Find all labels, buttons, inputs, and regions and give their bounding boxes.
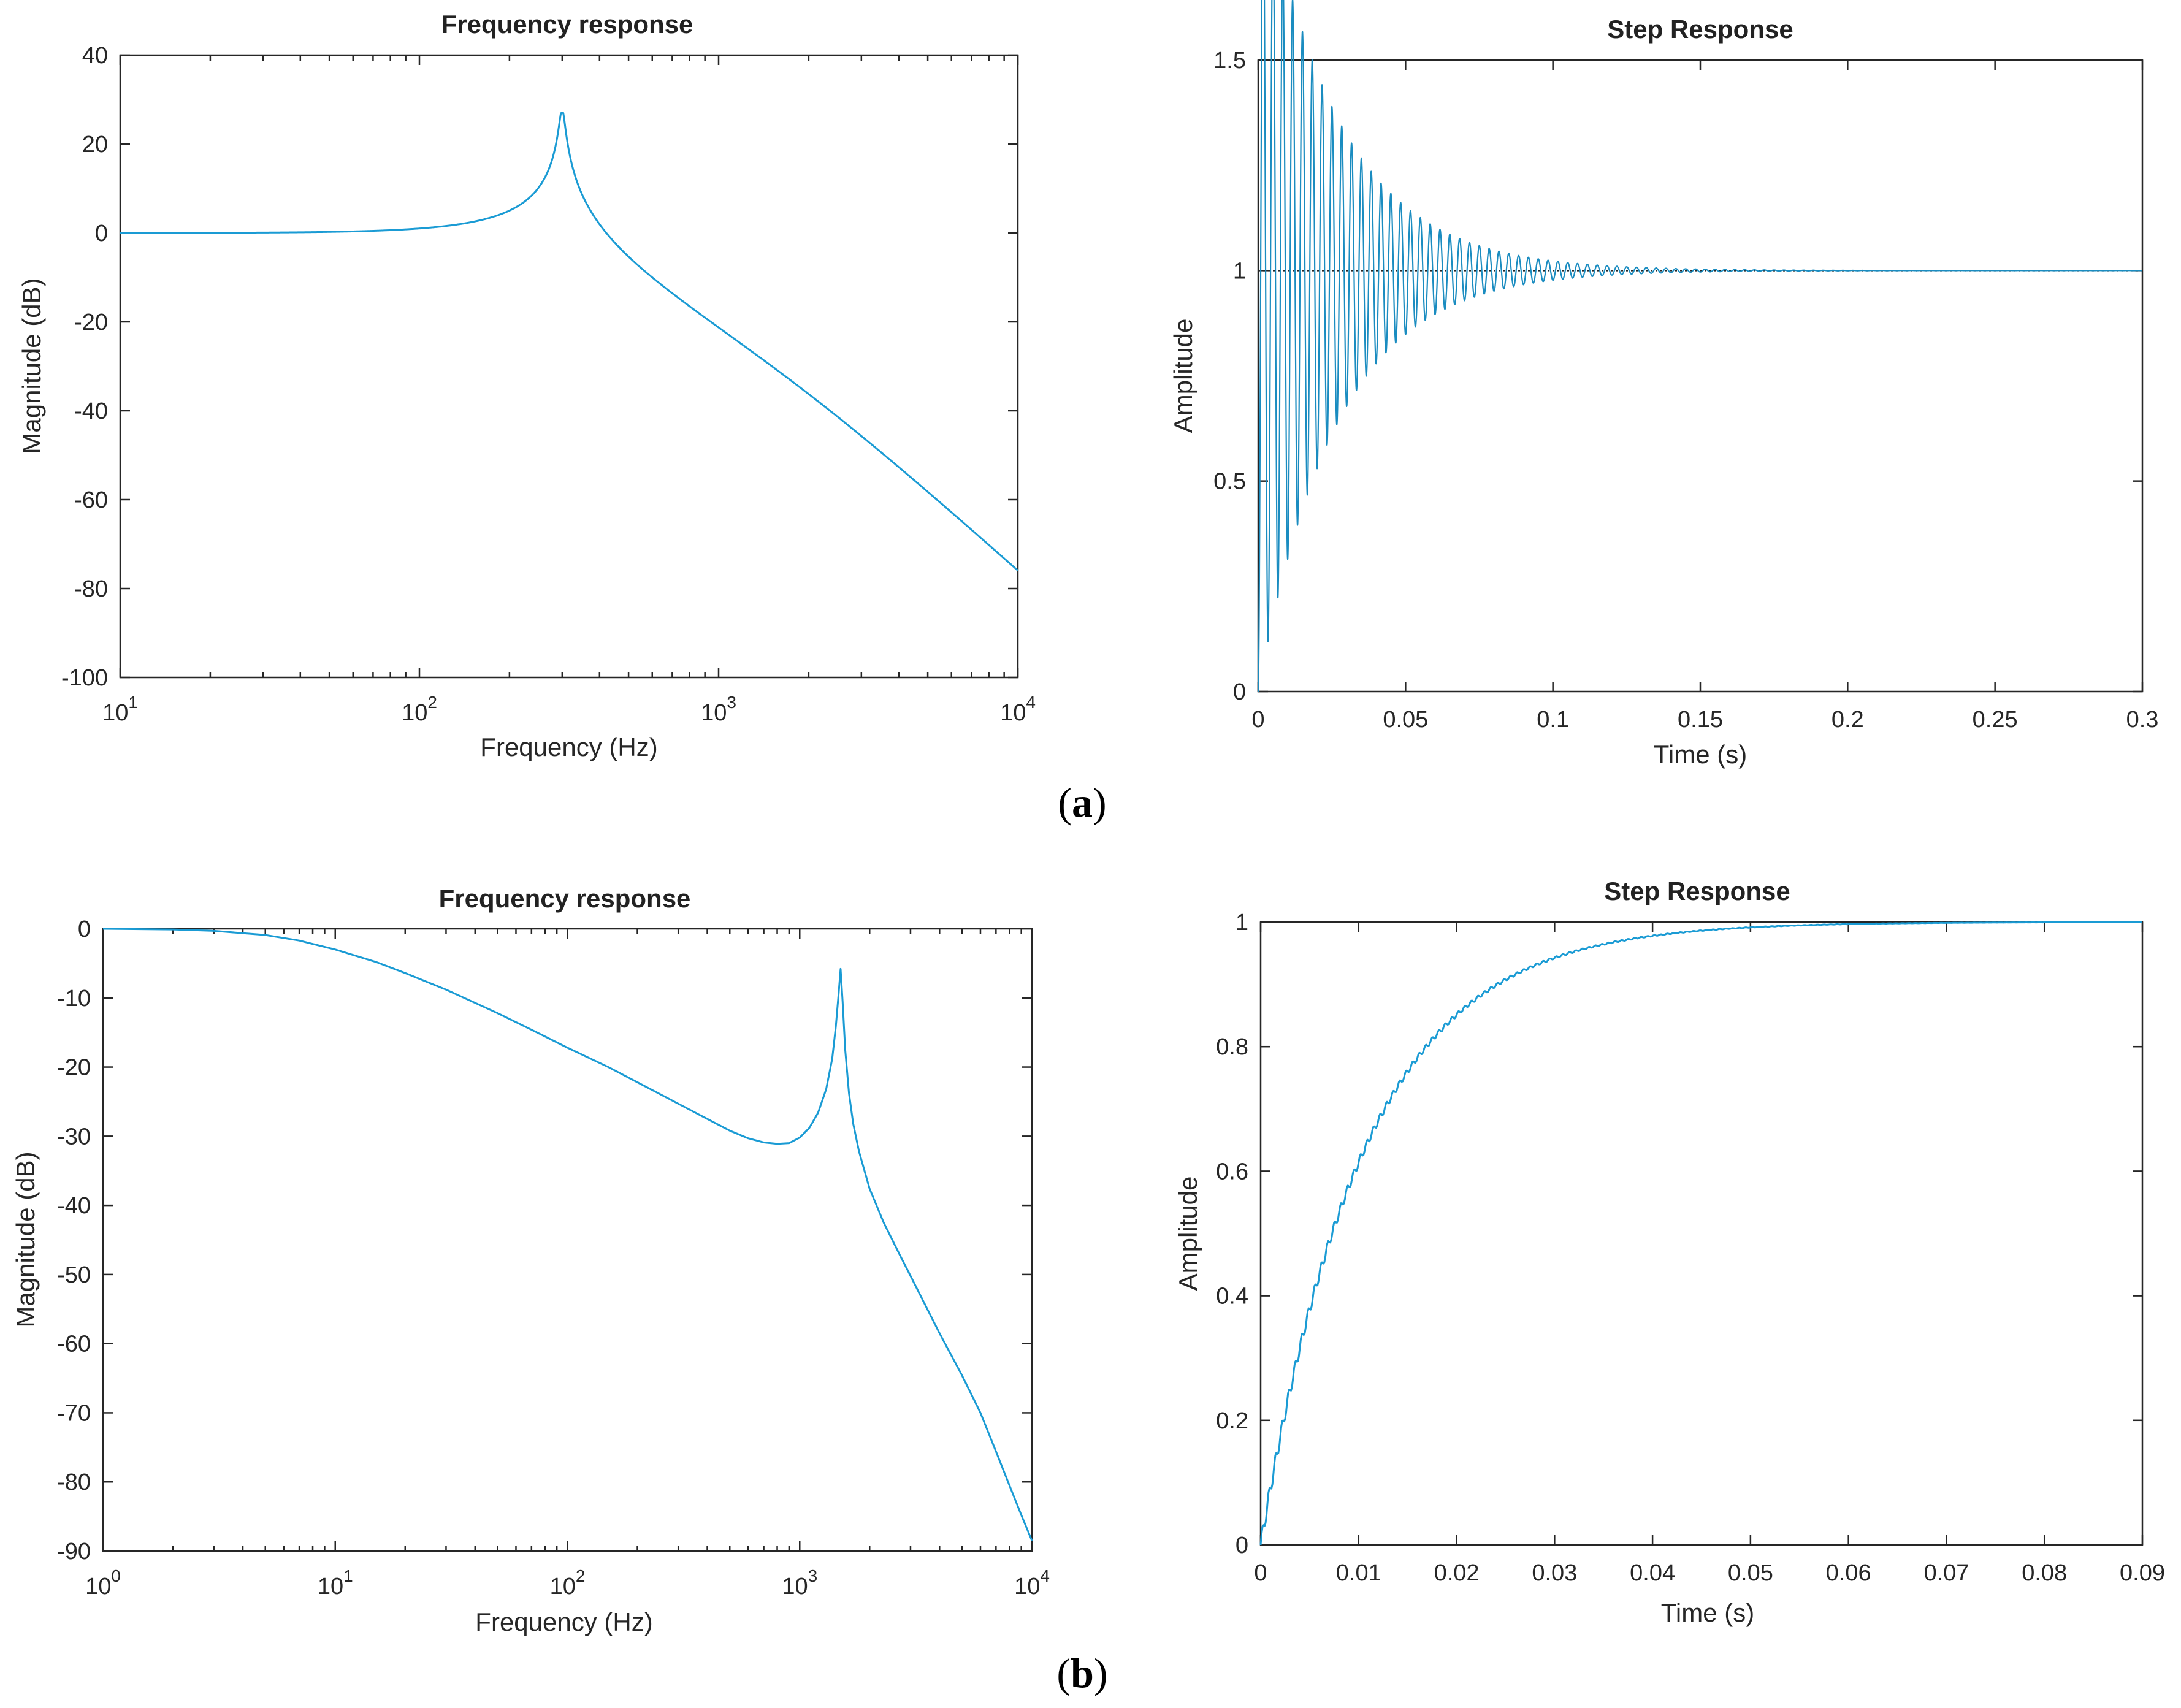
- y-tick-label: -90: [57, 1539, 91, 1565]
- x-tick-label: 0.08: [2022, 1560, 2067, 1586]
- x-tick-label: 103: [782, 1566, 817, 1599]
- y-tick-label: 0.8: [1216, 1034, 1248, 1060]
- y-axis-ticks: 0 0.2 0.4 0.6 0.8 1: [1216, 910, 2142, 1558]
- x-tick-label: 0.3: [2126, 707, 2159, 733]
- x-tick-label: 104: [1014, 1566, 1050, 1599]
- y-axis-ticks: 40 20 0 -20 -40 -60 -80 -100: [61, 43, 1018, 691]
- chart-a-step-response: Step Response 0 0.5 1 1.5 0 0.05 0.1 0.15 0.2 0.…: [1169, 0, 2158, 769]
- x-axis-label: Frequency (Hz): [480, 733, 657, 761]
- y-tick-label: 0.5: [1213, 469, 1246, 495]
- x-tick-label: 0.25: [1973, 707, 2018, 733]
- y-tick-label: -40: [57, 1193, 91, 1219]
- magnitude-series-line: [120, 112, 1018, 571]
- x-axis-ticks: 100 101 102 103 104: [85, 929, 1050, 1599]
- y-axis-label: Magnitude (dB): [17, 278, 46, 454]
- x-tick-label: 102: [550, 1566, 586, 1599]
- chart-title: Step Response: [1607, 15, 1793, 44]
- panel-label-b: (b): [1056, 1650, 1107, 1696]
- y-axis-ticks: 0 0.5 1 1.5: [1213, 48, 2142, 705]
- y-tick-label: -20: [57, 1055, 91, 1081]
- chart-title: Frequency response: [441, 10, 693, 39]
- y-tick-label: 0: [1233, 679, 1246, 705]
- plot-area-frame: [119, 54, 1019, 679]
- x-tick-label: 0: [1251, 707, 1264, 733]
- y-tick-label: 0.4: [1216, 1284, 1248, 1310]
- x-tick-label: 104: [1000, 693, 1036, 726]
- chart-title: Step Response: [1604, 877, 1790, 905]
- y-tick-label: -30: [57, 1124, 91, 1149]
- x-tick-label: 0.03: [1532, 1560, 1577, 1586]
- chart-title: Frequency response: [439, 884, 691, 913]
- y-tick-label: -10: [57, 986, 91, 1012]
- y-tick-label: 1: [1233, 258, 1246, 284]
- y-tick-label: -50: [57, 1262, 91, 1288]
- x-tick-label: 0.02: [1434, 1560, 1480, 1586]
- y-tick-label: -80: [57, 1470, 91, 1495]
- x-tick-label: 0.09: [2120, 1560, 2165, 1586]
- y-axis-ticks: 0 -10 -20 -30 -40 -50 -60 -70 -80 -90: [57, 917, 1032, 1565]
- y-tick-label: -40: [74, 398, 108, 424]
- x-axis-ticks: 101 102 103 104: [102, 55, 1036, 726]
- x-tick-label: 101: [102, 693, 138, 726]
- chart-b-step-response: Step Response 0 0.2 0.4 0.6 0.8 1 0 0.01 0.02 0.…: [1174, 877, 2165, 1627]
- y-tick-label: 0: [95, 221, 108, 246]
- y-tick-label: 40: [82, 43, 108, 69]
- x-tick-label: 0.01: [1336, 1560, 1381, 1586]
- y-tick-label: 0.2: [1216, 1408, 1248, 1434]
- x-tick-label: 101: [318, 1566, 353, 1599]
- y-tick-label: -80: [74, 576, 108, 602]
- y-tick-label: -70: [57, 1400, 91, 1426]
- x-axis-label: Time (s): [1654, 740, 1747, 769]
- y-tick-label: 0.6: [1216, 1159, 1248, 1184]
- y-tick-label: 0: [1236, 1533, 1248, 1558]
- y-axis-label: Magnitude (dB): [11, 1151, 40, 1327]
- panel-label-a: (a): [1058, 779, 1106, 826]
- plot-area-frame: [1259, 921, 2144, 1546]
- x-tick-label: 0.15: [1678, 707, 1723, 733]
- x-tick-label: 0.05: [1728, 1560, 1773, 1586]
- step-response-series-line: [1259, 921, 2143, 1546]
- y-tick-label: -60: [57, 1332, 91, 1357]
- y-tick-label: 1.5: [1213, 48, 1246, 74]
- x-axis-label: Frequency (Hz): [475, 1607, 652, 1636]
- plot-area-frame: [1257, 59, 2144, 693]
- step-response-series-line: [1257, 0, 2143, 692]
- x-axis-label: Time (s): [1661, 1598, 1754, 1627]
- x-tick-label: 103: [701, 693, 736, 726]
- x-tick-label: 0.2: [1832, 707, 1864, 733]
- magnitude-series-line: [102, 928, 1033, 1541]
- y-axis-label: Amplitude: [1174, 1176, 1202, 1291]
- chart-b-frequency-response: Frequency response 0 -10 -20 -30 -40 -50 -60 -7…: [11, 884, 1050, 1636]
- y-tick-label: 20: [82, 132, 108, 158]
- x-axis-ticks: 0 0.05 0.1 0.15 0.2 0.25 0.3: [1251, 60, 2158, 733]
- y-tick-label: 0: [78, 917, 91, 942]
- x-tick-label: 100: [85, 1566, 121, 1599]
- y-tick-label: 1: [1236, 910, 1248, 936]
- x-tick-label: 0: [1254, 1560, 1267, 1586]
- x-tick-label: 0.1: [1537, 707, 1569, 733]
- y-axis-label: Amplitude: [1169, 319, 1197, 433]
- y-tick-label: -60: [74, 487, 108, 513]
- x-tick-label: 102: [402, 693, 437, 726]
- x-tick-label: 0.06: [1826, 1560, 1871, 1586]
- x-tick-label: 0.05: [1383, 707, 1428, 733]
- x-tick-label: 0.07: [1923, 1560, 1969, 1586]
- x-axis-ticks: 0 0.01 0.02 0.03 0.04 0.05 0.06 0.07 0.08 0.09: [1254, 922, 2165, 1586]
- y-tick-label: -20: [74, 310, 108, 335]
- x-tick-label: 0.04: [1630, 1560, 1675, 1586]
- y-tick-label: -100: [61, 665, 108, 691]
- chart-a-frequency-response: Frequency response 40 20 0 -20 -40 -60 -80 -100…: [17, 10, 1036, 761]
